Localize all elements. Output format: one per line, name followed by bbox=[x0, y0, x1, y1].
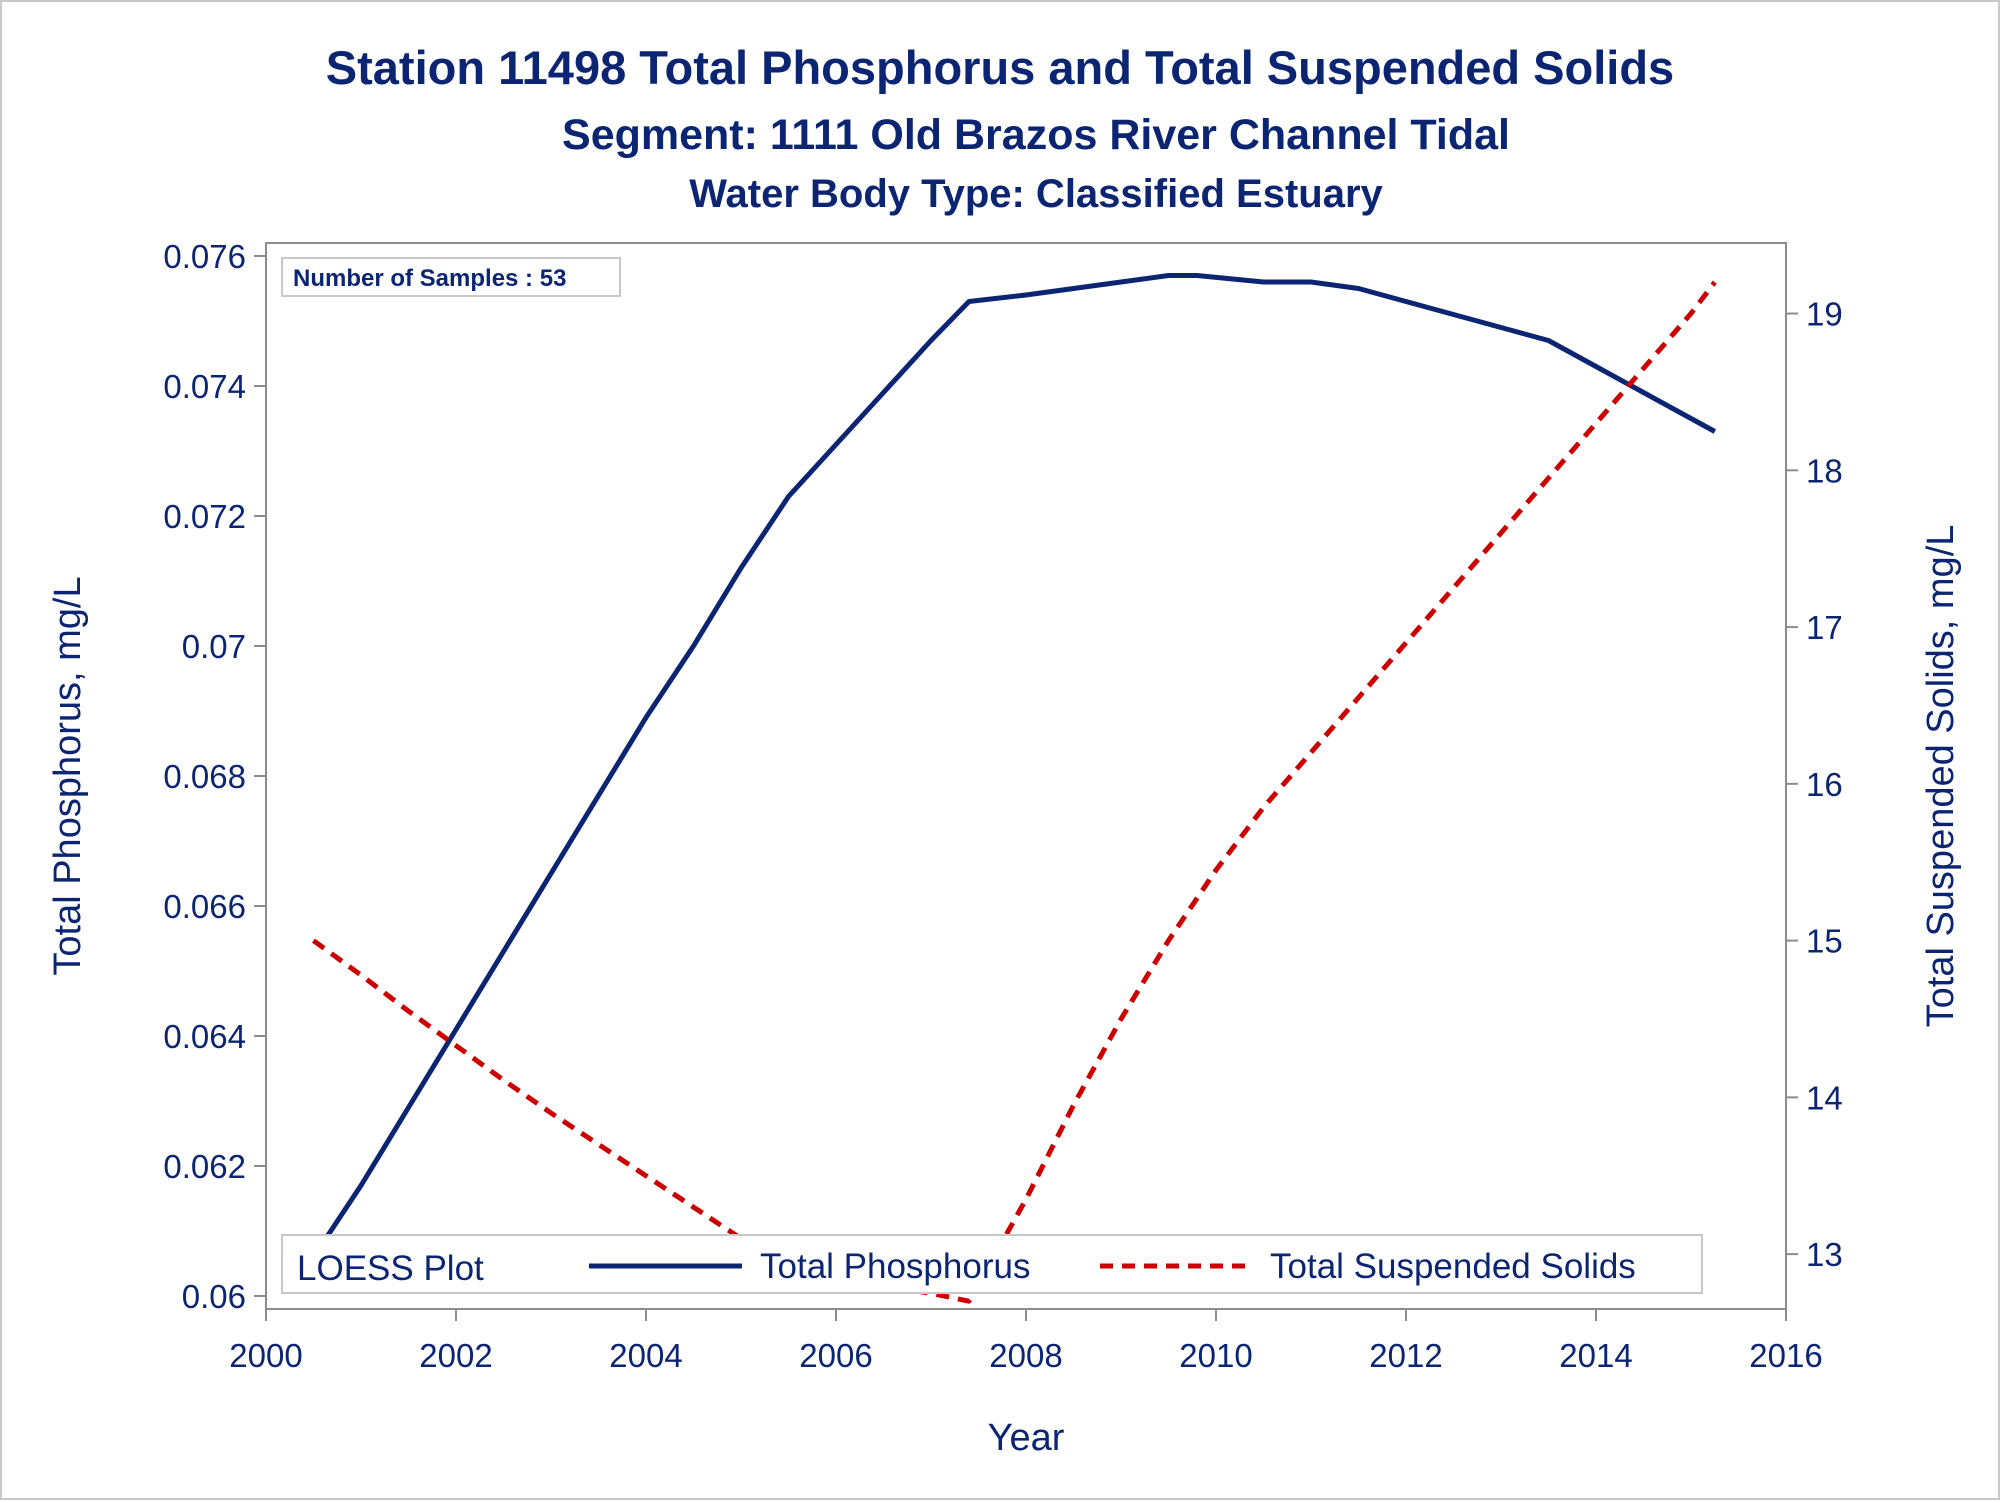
x-tick-label: 2004 bbox=[609, 1337, 682, 1374]
y-tick-label: 0.07 bbox=[182, 628, 246, 665]
y2-tick-label: 18 bbox=[1806, 452, 1843, 489]
x-tick-label: 2016 bbox=[1749, 1337, 1822, 1374]
y-tick-label: 0.064 bbox=[163, 1018, 246, 1055]
y-tick-label: 0.06 bbox=[182, 1278, 246, 1315]
x-tick-label: 2012 bbox=[1369, 1337, 1442, 1374]
y-tick-label: 0.062 bbox=[163, 1148, 246, 1185]
x-tick-label: 2010 bbox=[1179, 1337, 1252, 1374]
right-axis: 13 14 15 16 17 18 19 bbox=[1786, 296, 1843, 1273]
series-line-total-phosphorus bbox=[311, 273, 1716, 1259]
legend: LOESS Plot Total Phosphorus Total Suspen… bbox=[281, 1234, 1703, 1294]
y-tick-label: 0.074 bbox=[163, 368, 246, 405]
y-axis-label: Total Phosphorus, mg/L bbox=[47, 576, 89, 975]
samples-inset-box bbox=[281, 257, 621, 297]
y2-tick-label: 19 bbox=[1806, 296, 1843, 333]
x-tick-label: 2002 bbox=[419, 1337, 492, 1374]
y2-tick-label: 15 bbox=[1806, 923, 1843, 960]
x-tick-label: 2000 bbox=[229, 1337, 302, 1374]
x-tick-label: 2008 bbox=[989, 1337, 1062, 1374]
y-tick-label: 0.068 bbox=[163, 758, 246, 795]
chart-title: Station 11498 Total Phosphorus and Total… bbox=[326, 41, 1674, 94]
chart-subtitle-segment: Segment: 1111 Old Brazos River Channel T… bbox=[562, 111, 1510, 159]
y-tick-label: 0.076 bbox=[163, 238, 246, 275]
y2-tick-label: 16 bbox=[1806, 766, 1843, 803]
legend-item-phosphorus: Total Phosphorus bbox=[760, 1247, 1030, 1286]
series-line-total-suspended-solids bbox=[312, 280, 1717, 1304]
y2-tick-label: 14 bbox=[1806, 1079, 1843, 1116]
y2-tick-label: 13 bbox=[1806, 1236, 1843, 1273]
bottom-axis: 2000 2002 2004 2006 2008 2010 2012 2014 2016 bbox=[229, 1309, 1823, 1374]
legend-title: LOESS Plot bbox=[297, 1249, 484, 1288]
x-tick-label: 2014 bbox=[1559, 1337, 1632, 1374]
y2-axis-label: Total Suspended Solids, mg/L bbox=[1920, 525, 1962, 1028]
y-tick-label: 0.066 bbox=[163, 888, 246, 925]
chart-subtitle-waterbody: Water Body Type: Classified Estuary bbox=[689, 172, 1383, 216]
samples-inset-label: Number of Samples : 53 bbox=[293, 265, 566, 292]
plot-area bbox=[265, 242, 1787, 1310]
y-tick-label: 0.072 bbox=[163, 498, 246, 535]
x-axis-label: Year bbox=[988, 1417, 1065, 1459]
x-tick-label: 2006 bbox=[799, 1337, 872, 1374]
y2-tick-label: 17 bbox=[1806, 609, 1843, 646]
legend-box bbox=[281, 1234, 1703, 1294]
left-axis: 0.06 0.062 0.064 0.066 0.068 0.07 0.072 0.074 0.… bbox=[163, 238, 266, 1315]
legend-item-solids: Total Suspended Solids bbox=[1270, 1247, 1636, 1286]
